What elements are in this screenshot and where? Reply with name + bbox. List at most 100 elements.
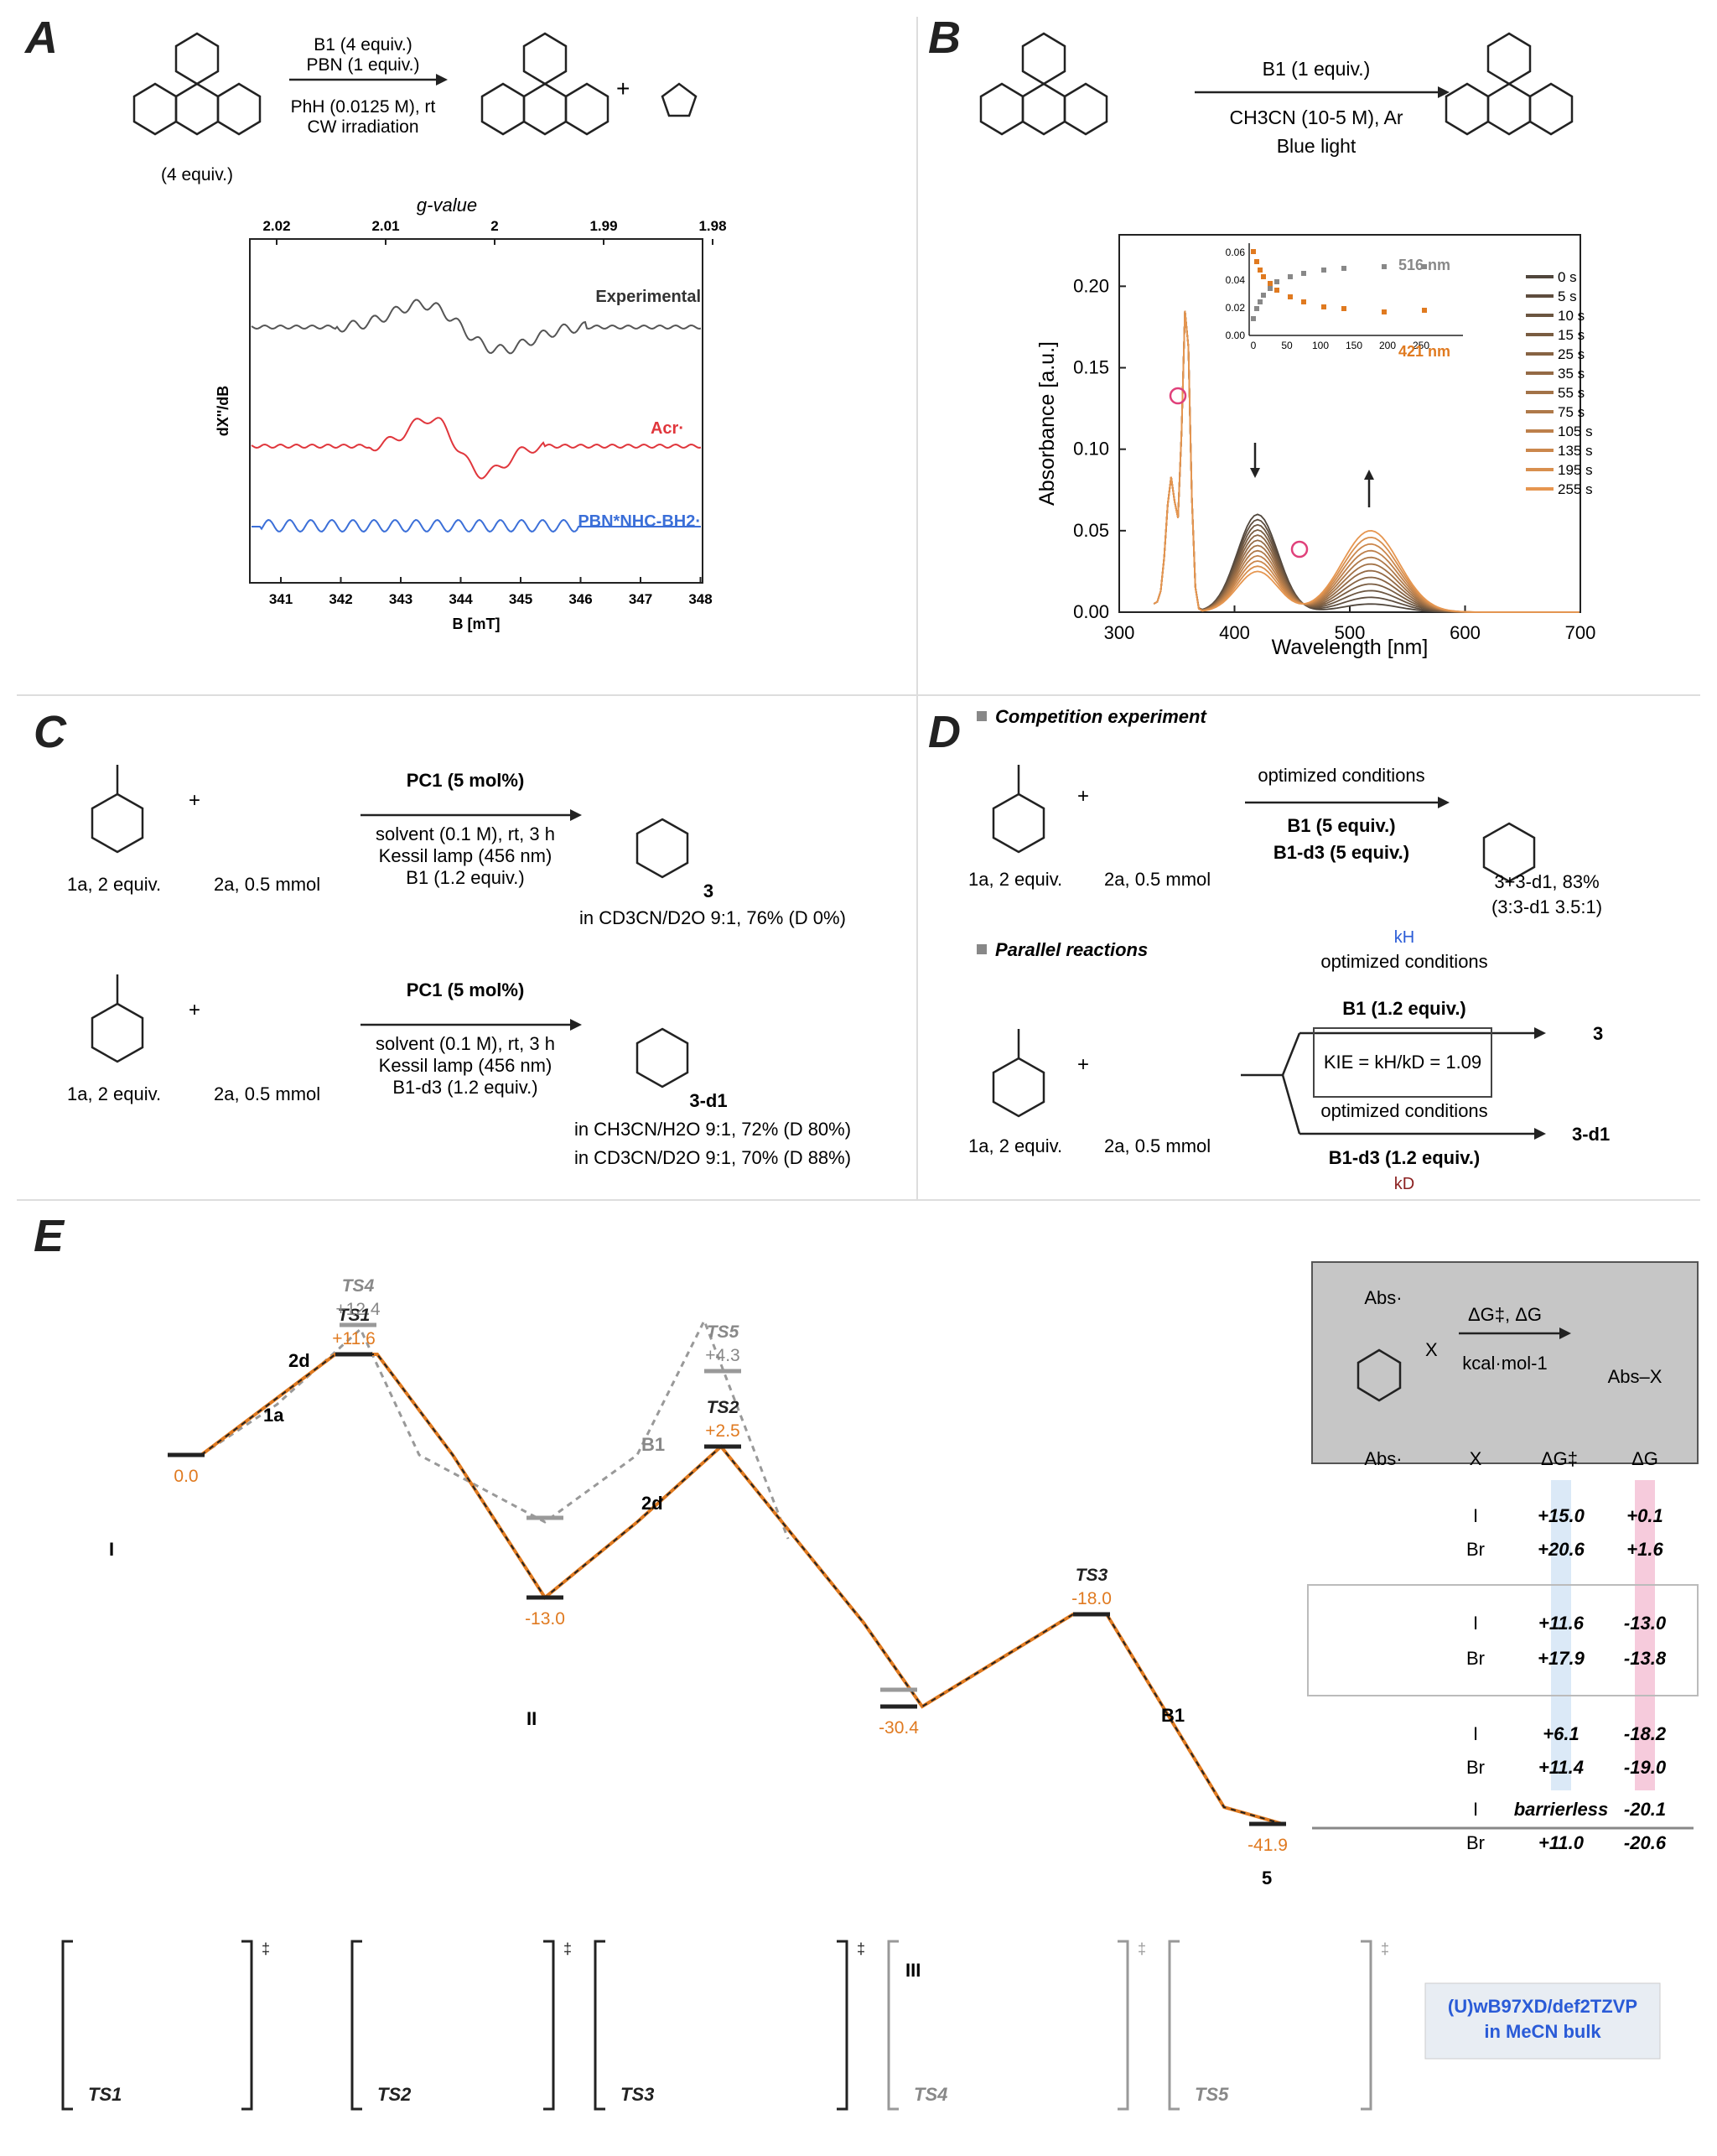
inset-point-516 — [1341, 266, 1346, 271]
epr-trace-acr — [251, 417, 702, 480]
ts-bracket-right — [837, 1940, 848, 2111]
step-1a: 1a — [263, 1405, 284, 1426]
scheme-b-cond1: CH3CN (10-5 M), Ar — [1229, 107, 1403, 128]
uv-ytick-label: 0.10 — [1073, 439, 1109, 460]
d-comp-sub2: 2a, 0.5 mmol — [1104, 869, 1211, 890]
d-comp-cond: optimized conditions — [1258, 765, 1424, 786]
epr-trace-pbn — [252, 518, 701, 533]
c-r1-c3: B1 (1.2 equiv.) — [406, 867, 524, 888]
epr-plot: g-value 2.02 2.01 2 1.99 1.98 341 342 343 344 34… — [215, 195, 727, 632]
ts-bracket-label: TS5 — [1195, 2084, 1229, 2105]
table-cell-dg-act: +15.0 — [1538, 1505, 1585, 1526]
inset-point-421 — [1321, 304, 1326, 309]
c-r1-sub1: 1a, 2 equiv. — [67, 874, 161, 895]
d-comp-r1: B1 (5 equiv.) — [1287, 815, 1395, 836]
d-par-r-bot: B1-d3 (1.2 equiv.) — [1329, 1147, 1481, 1168]
c-r2-res2: in CD3CN/D2O 9:1, 70% (D 88%) — [574, 1147, 851, 1168]
inset-label-516: 516 nm — [1398, 257, 1450, 273]
uv-ytick-label: 0.15 — [1073, 357, 1109, 378]
d-par-sub2: 2a, 0.5 mmol — [1104, 1135, 1211, 1156]
species-label-ii: II — [527, 1708, 537, 1729]
c-r1-prod: 3 — [703, 881, 713, 901]
inset-point-516 — [1301, 271, 1306, 276]
ts-bracket-left — [594, 1940, 605, 2111]
divider-v1 — [916, 17, 918, 1199]
table-cell-x: I — [1473, 1799, 1478, 1820]
uv-legend-label: 75 s — [1558, 404, 1585, 420]
inset-xtick-label: 250 — [1413, 340, 1429, 351]
ts-bracket-right — [543, 1940, 555, 2111]
scheme-b-reagent: B1 (1 equiv.) — [1263, 58, 1371, 80]
inset-ytick-label: 0.04 — [1226, 274, 1246, 286]
ts-structures: ‡ TS1 ‡ TS2 ‡ TS3 ‡ TS4 ‡ TS5 — [61, 1940, 1389, 2111]
epr-trace-experimental — [251, 299, 702, 355]
panel-label-b: B — [928, 13, 961, 63]
ts-dagger: ‡ — [1138, 1940, 1146, 1957]
uv-legend-label: 135 s — [1558, 443, 1593, 459]
legend-dg: ΔG‡, ΔG — [1468, 1304, 1542, 1325]
ts-bracket-label: TS1 — [88, 2084, 122, 2105]
d-par-sub1: 1a, 2 equiv. — [968, 1135, 1062, 1156]
table-cell-dg-act: +6.1 — [1543, 1723, 1579, 1744]
uv-ytick-label: 0.20 — [1073, 275, 1109, 296]
uv-ylabel: Absorbance [a.u.] — [1035, 341, 1059, 506]
uv-ytick-label: 0.05 — [1073, 520, 1109, 541]
uv-legend-label: 25 s — [1558, 346, 1585, 362]
d-comp-title: Competition experiment — [995, 706, 1207, 727]
panel-label-a: A — [25, 13, 58, 63]
uv-legend-label: 15 s — [1558, 327, 1585, 343]
ts-bracket-left — [1168, 1940, 1180, 2111]
panel-label-e: E — [34, 1211, 65, 1261]
inset-point-516 — [1288, 274, 1293, 279]
inset-point-516 — [1274, 279, 1279, 284]
inset-point-421 — [1268, 281, 1273, 286]
c-r1-c1: solvent (0.1 M), rt, 3 h — [376, 823, 555, 844]
table-cell-x: Br — [1466, 1539, 1485, 1560]
inset-xtick-label: 200 — [1379, 340, 1396, 351]
legend-x: X — [1425, 1339, 1438, 1360]
table-cell-dg-act: +20.6 — [1538, 1539, 1585, 1560]
ts-bracket-label: TS4 — [914, 2084, 947, 2105]
inset-point-516 — [1422, 264, 1427, 269]
inset-point-421 — [1341, 306, 1346, 311]
ts-bracket-right — [1118, 1940, 1129, 2111]
uv-xtick-label: 500 — [1335, 622, 1366, 643]
energy-label-iii: -30.4 — [879, 1718, 919, 1738]
epr-bottom-tick-label: 345 — [509, 591, 532, 607]
energy-levels — [168, 1322, 1286, 1826]
uv-legend-label: 105 s — [1558, 423, 1593, 439]
d-par-prod-bot: 3-d1 — [1572, 1124, 1610, 1145]
d-par-title: Parallel reactions — [995, 939, 1148, 960]
epr-bottom-tick-label: 341 — [269, 591, 293, 607]
ts-bracket-left — [61, 1940, 73, 2111]
table-cell-dg-act: +11.4 — [1538, 1757, 1584, 1778]
energy-label-ts4: +12.4 — [335, 1300, 380, 1319]
table-rows: I +15.0 +0.1 Br +20.6 +1.6 I +11.6 -13.0 Br +17.9 -… — [1466, 1505, 1667, 1853]
epr-bottom-tick-label: 344 — [449, 591, 473, 607]
step-2d-a: 2d — [288, 1350, 310, 1371]
epr-top-tick-label: 1.99 — [589, 218, 617, 234]
uv-legend-label: 35 s — [1558, 366, 1585, 382]
c-r2-c3: B1-d3 (1.2 equiv.) — [392, 1077, 537, 1098]
c-r2-c1: solvent (0.1 M), rt, 3 h — [376, 1033, 555, 1054]
uv-yticks: 0.00 0.05 0.10 0.15 0.20 — [1073, 275, 1126, 622]
table-cell-x: Br — [1466, 1832, 1485, 1853]
scheme-d: Competition experiment + + 1a, 2 equiv. … — [968, 706, 1610, 1193]
energy-label-i: 0.0 — [174, 1467, 198, 1486]
inset-label-421: 421 nm — [1398, 343, 1450, 360]
scheme-a: B1 (4 equiv.) PBN (1 equiv.) PhH (0.0125… — [132, 32, 698, 184]
d-par-cond-top: optimized conditions — [1320, 951, 1487, 972]
table-cell-x: I — [1473, 1723, 1478, 1744]
svg-text:+: + — [1077, 1053, 1089, 1076]
d-par-kd: kD — [1394, 1175, 1414, 1193]
inset-xtick-label: 150 — [1346, 340, 1362, 351]
d-comp-r2: B1-d3 (5 equiv.) — [1273, 842, 1409, 863]
species-label-5: 5 — [1262, 1868, 1272, 1888]
panel-c: C + + 1a, 2 equiv. 2a, 0.5 mmol PC1 (5 m… — [0, 698, 914, 1199]
uv-xtick-label: 600 — [1450, 622, 1481, 643]
c-r2-cat: PC1 (5 mol%) — [407, 979, 525, 1000]
epr-label-pbn: PBN*NHC-BH2· — [578, 512, 701, 531]
species-label-i: I — [109, 1539, 114, 1560]
uv-xtick-label: 700 — [1565, 622, 1596, 643]
ts-dagger: ‡ — [262, 1940, 270, 1957]
